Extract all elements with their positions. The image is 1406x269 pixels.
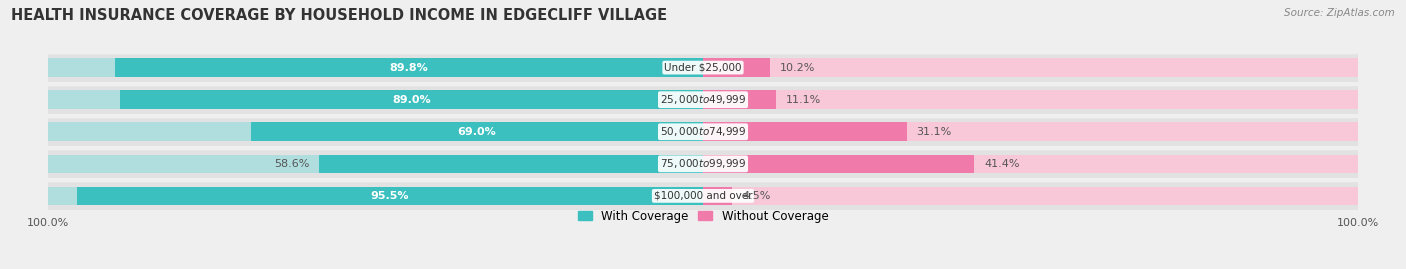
Bar — [703, 122, 907, 141]
Text: Source: ZipAtlas.com: Source: ZipAtlas.com — [1284, 8, 1395, 18]
Text: $100,000 and over: $100,000 and over — [654, 191, 752, 201]
Bar — [319, 154, 703, 173]
Text: Under $25,000: Under $25,000 — [664, 63, 742, 73]
Bar — [48, 58, 703, 77]
Bar — [703, 58, 1358, 77]
Bar — [703, 122, 1358, 141]
Text: 58.6%: 58.6% — [274, 159, 309, 169]
Bar — [703, 118, 1358, 146]
Bar — [250, 122, 703, 141]
Bar — [48, 182, 703, 210]
Text: 69.0%: 69.0% — [457, 127, 496, 137]
Bar — [48, 54, 703, 82]
Text: 41.4%: 41.4% — [984, 159, 1019, 169]
Bar — [48, 187, 703, 205]
Bar — [703, 54, 1358, 82]
Bar — [48, 154, 703, 173]
Bar — [703, 90, 1358, 109]
Legend: With Coverage, Without Coverage: With Coverage, Without Coverage — [572, 205, 834, 227]
Bar — [703, 187, 733, 205]
Bar — [703, 90, 776, 109]
Bar — [48, 118, 703, 146]
Bar — [48, 122, 703, 141]
Bar — [703, 154, 1358, 173]
Bar — [703, 187, 1358, 205]
Bar — [115, 58, 703, 77]
Bar — [48, 86, 703, 114]
Text: HEALTH INSURANCE COVERAGE BY HOUSEHOLD INCOME IN EDGECLIFF VILLAGE: HEALTH INSURANCE COVERAGE BY HOUSEHOLD I… — [11, 8, 668, 23]
Text: 10.2%: 10.2% — [780, 63, 815, 73]
Bar — [48, 150, 703, 178]
Bar — [48, 90, 703, 109]
Text: $75,000 to $99,999: $75,000 to $99,999 — [659, 157, 747, 170]
Text: 4.5%: 4.5% — [742, 191, 770, 201]
Text: $50,000 to $74,999: $50,000 to $74,999 — [659, 125, 747, 138]
Bar — [77, 187, 703, 205]
Text: 89.8%: 89.8% — [389, 63, 429, 73]
Bar — [703, 182, 1358, 210]
Bar — [120, 90, 703, 109]
Text: 31.1%: 31.1% — [917, 127, 952, 137]
Bar — [703, 58, 770, 77]
Bar — [703, 154, 974, 173]
Text: $25,000 to $49,999: $25,000 to $49,999 — [659, 93, 747, 106]
Text: 89.0%: 89.0% — [392, 95, 430, 105]
Text: 11.1%: 11.1% — [786, 95, 821, 105]
Bar — [703, 86, 1358, 114]
Text: 95.5%: 95.5% — [371, 191, 409, 201]
Bar — [703, 150, 1358, 178]
